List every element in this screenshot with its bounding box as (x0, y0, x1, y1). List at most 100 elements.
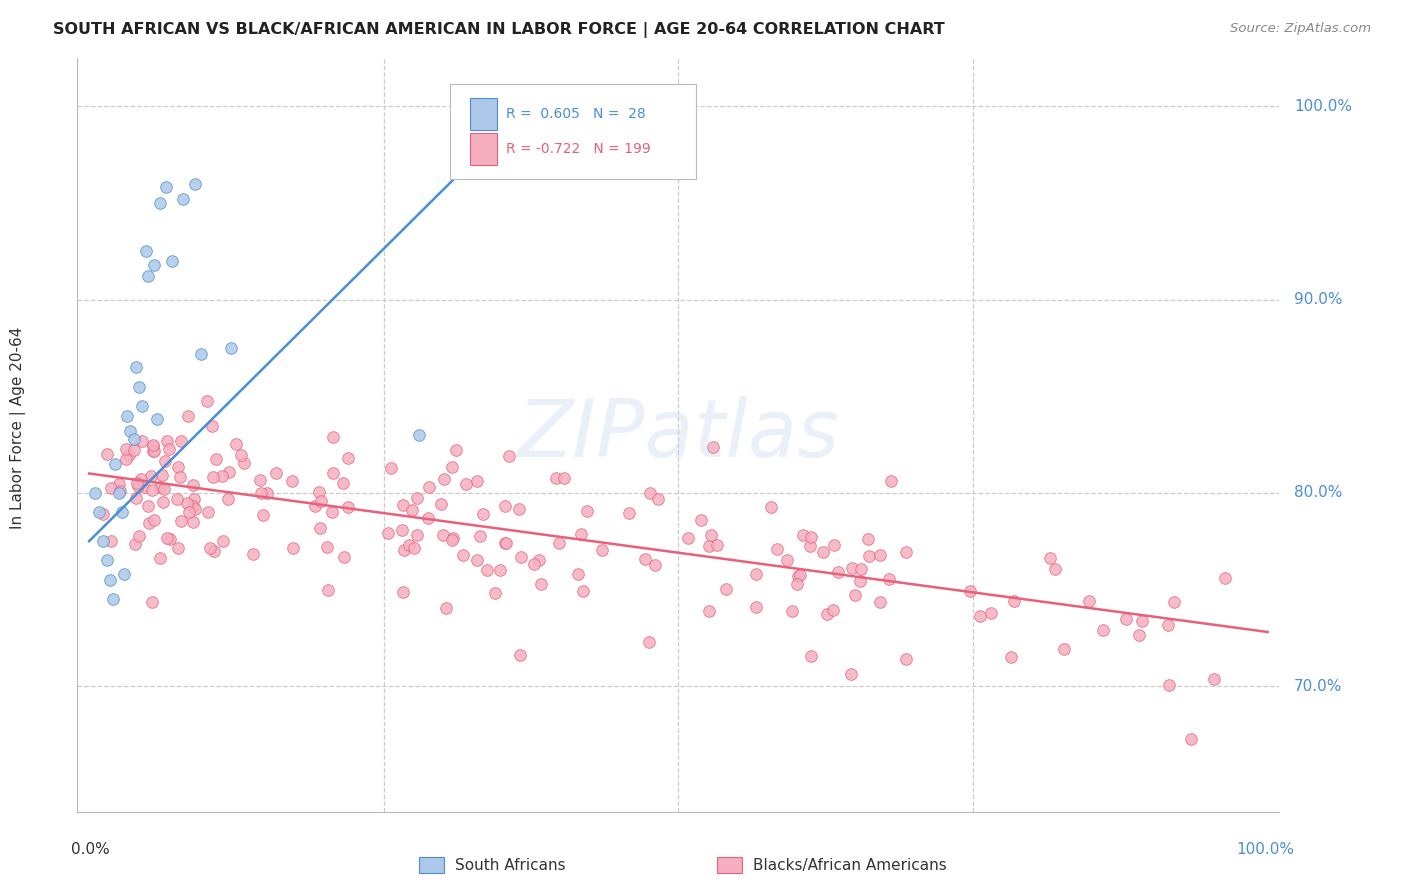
Point (509, 648, 531, 662)
Point (495, 536, 517, 550)
Point (527, 553, 550, 567)
Point (433, 472, 456, 486)
Point (1180, 732, 1202, 747)
Point (408, 427, 430, 442)
FancyBboxPatch shape (450, 85, 696, 178)
Point (250, 486, 273, 500)
Point (509, 550, 531, 565)
Point (150, 467, 173, 482)
Point (142, 258, 165, 272)
Point (1156, 618, 1178, 632)
Point (391, 523, 413, 537)
Point (149, 480, 172, 494)
Point (322, 466, 344, 480)
Point (869, 595, 891, 609)
Point (475, 563, 498, 577)
Point (136, 499, 159, 513)
Point (800, 648, 823, 663)
Point (1002, 593, 1025, 607)
Point (969, 609, 991, 624)
Point (152, 494, 174, 508)
Point (96, 447, 118, 461)
Point (101, 592, 124, 607)
Point (468, 529, 491, 543)
Point (156, 531, 179, 545)
Point (225, 437, 247, 451)
Text: Blacks/African Americans: Blacks/African Americans (754, 858, 946, 872)
Point (529, 576, 551, 591)
Point (181, 500, 204, 514)
FancyBboxPatch shape (471, 98, 496, 129)
Point (815, 607, 838, 622)
Point (786, 576, 808, 591)
Point (190, 346, 212, 360)
Point (281, 474, 304, 488)
Point (959, 584, 981, 599)
Text: 0.0%: 0.0% (72, 842, 110, 857)
Text: In Labor Force | Age 20-64: In Labor Force | Age 20-64 (10, 327, 27, 529)
Point (155, 180, 177, 194)
Point (156, 434, 179, 448)
Point (745, 600, 768, 615)
Point (617, 506, 640, 520)
Point (896, 652, 918, 666)
Point (135, 244, 157, 259)
Point (142, 444, 165, 458)
Point (176, 496, 198, 510)
Point (571, 583, 593, 598)
Point (546, 471, 568, 485)
Point (489, 563, 512, 577)
Point (418, 480, 440, 494)
Point (233, 457, 256, 471)
Point (377, 525, 399, 540)
Point (404, 541, 426, 555)
Text: R =  0.605   N =  28: R = 0.605 N = 28 (506, 107, 647, 120)
Point (98, 573, 121, 587)
Point (211, 469, 233, 483)
Point (699, 539, 721, 553)
Point (118, 448, 141, 462)
Point (776, 553, 799, 567)
Point (142, 438, 165, 452)
Point (114, 442, 136, 457)
Point (697, 604, 720, 618)
Point (1053, 642, 1076, 657)
Point (494, 499, 516, 513)
Point (405, 527, 427, 541)
Point (647, 491, 669, 506)
Point (136, 269, 159, 284)
Point (827, 565, 849, 579)
Point (197, 505, 219, 519)
Point (128, 379, 150, 393)
Point (440, 460, 463, 475)
Point (141, 595, 163, 609)
Point (104, 457, 127, 471)
Point (336, 450, 359, 465)
Point (702, 441, 724, 455)
Point (567, 566, 589, 581)
Point (125, 491, 148, 505)
Point (548, 536, 571, 550)
Point (471, 507, 494, 521)
Point (205, 452, 228, 467)
Point (523, 557, 546, 571)
Point (127, 479, 149, 493)
Point (229, 448, 252, 462)
Point (484, 586, 506, 600)
Point (576, 504, 599, 518)
Point (120, 424, 142, 438)
Point (880, 475, 903, 489)
Point (700, 528, 723, 542)
Point (1039, 550, 1062, 565)
Point (108, 483, 131, 498)
Point (1077, 593, 1099, 607)
Point (1213, 571, 1236, 585)
Point (143, 513, 166, 527)
Point (440, 533, 463, 548)
Point (856, 532, 879, 546)
Point (184, 177, 207, 191)
Text: 80.0%: 80.0% (1294, 485, 1343, 500)
Point (177, 409, 200, 423)
Point (155, 454, 177, 468)
Point (318, 582, 340, 597)
